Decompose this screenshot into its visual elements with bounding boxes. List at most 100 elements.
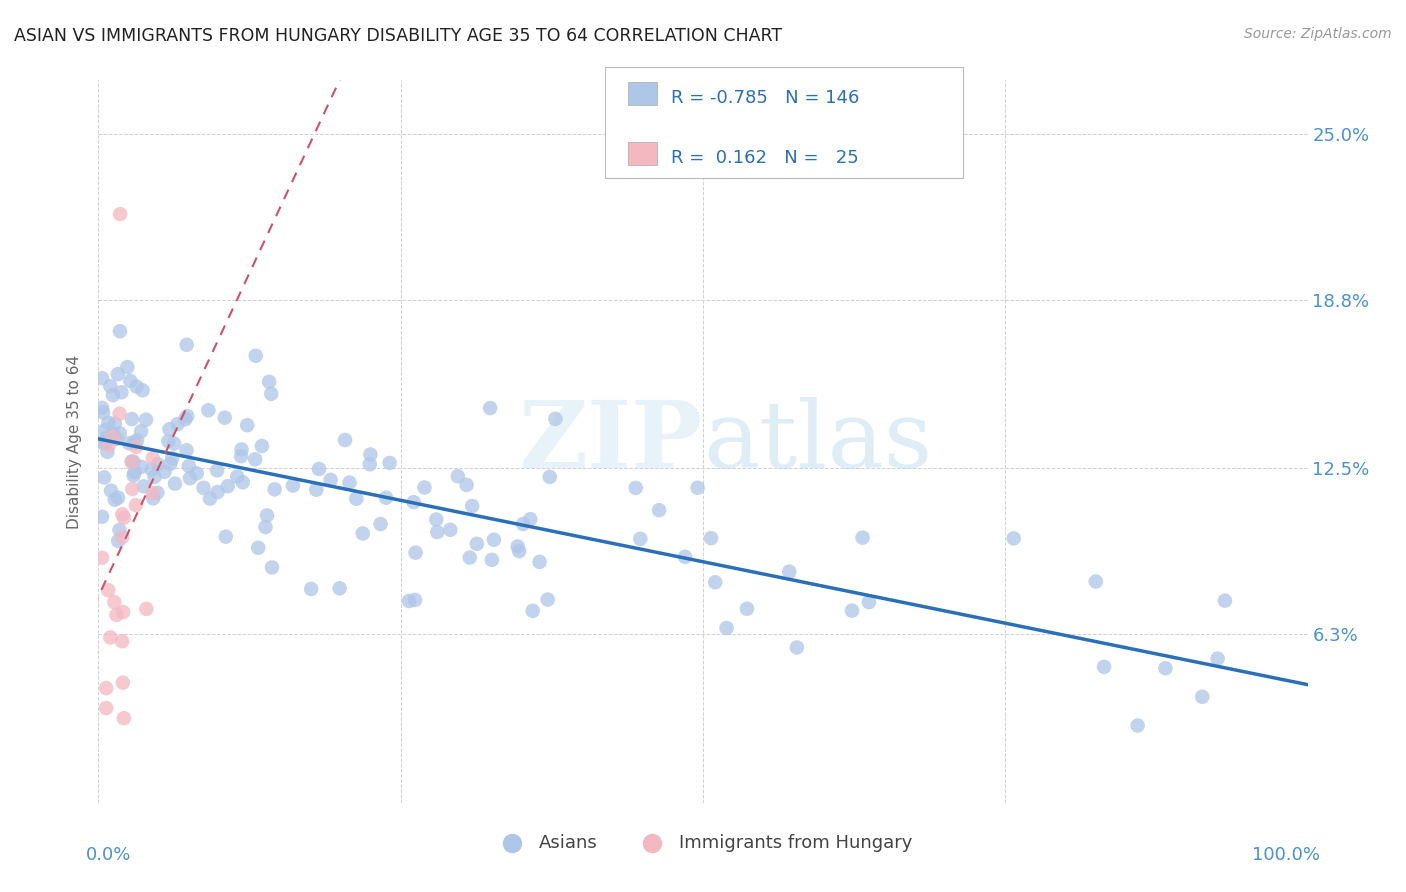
Point xyxy=(522,604,544,618)
Point xyxy=(305,483,328,497)
Point xyxy=(231,442,253,457)
Y-axis label: Disability Age 35 to 64: Disability Age 35 to 64 xyxy=(67,354,83,529)
Point xyxy=(482,533,505,547)
Point xyxy=(131,384,153,398)
Point xyxy=(257,375,280,389)
Point xyxy=(101,430,124,444)
Point xyxy=(215,530,238,544)
Text: atlas: atlas xyxy=(703,397,932,486)
Point xyxy=(359,448,381,462)
Point xyxy=(852,531,875,545)
Point xyxy=(1191,690,1213,704)
Point xyxy=(98,379,121,393)
Point xyxy=(378,456,401,470)
Point xyxy=(456,478,478,492)
Point xyxy=(117,360,139,375)
Point xyxy=(841,604,863,618)
Point xyxy=(481,553,503,567)
Point xyxy=(94,431,117,445)
Point xyxy=(1206,651,1229,665)
Point xyxy=(108,207,131,221)
Point xyxy=(214,410,236,425)
Point xyxy=(108,523,131,537)
Point xyxy=(260,387,283,401)
Point xyxy=(426,524,449,539)
Point xyxy=(142,491,165,506)
Point xyxy=(256,508,278,523)
Point xyxy=(544,412,567,426)
Point xyxy=(339,475,361,490)
Point xyxy=(111,530,134,544)
Point xyxy=(125,379,148,393)
Point xyxy=(700,531,723,545)
Point xyxy=(628,532,651,546)
Point xyxy=(506,540,529,554)
Point xyxy=(125,440,148,454)
Point xyxy=(519,512,541,526)
Point xyxy=(333,433,356,447)
Point xyxy=(370,517,392,532)
Point xyxy=(93,470,115,484)
Point xyxy=(176,338,198,352)
Point xyxy=(461,499,484,513)
Point xyxy=(329,582,352,596)
Point xyxy=(90,550,112,565)
Point xyxy=(131,459,153,474)
Point xyxy=(104,492,127,507)
Point xyxy=(193,481,215,495)
Point xyxy=(529,555,551,569)
Point xyxy=(512,516,534,531)
Point xyxy=(197,403,219,417)
Point xyxy=(624,481,647,495)
Point xyxy=(704,575,727,590)
Point xyxy=(108,426,131,441)
Point xyxy=(250,439,273,453)
Point xyxy=(716,621,738,635)
Point xyxy=(112,711,135,725)
Point xyxy=(465,537,488,551)
Point xyxy=(97,416,120,430)
Point xyxy=(458,550,481,565)
Point xyxy=(111,605,134,619)
Point xyxy=(101,426,124,441)
Point xyxy=(105,607,128,622)
Point xyxy=(96,701,118,715)
Point xyxy=(778,565,800,579)
Point xyxy=(112,510,135,524)
Point xyxy=(508,544,530,558)
Point xyxy=(105,432,128,446)
Point xyxy=(538,470,561,484)
Point xyxy=(101,388,124,402)
Point xyxy=(135,602,157,616)
Point xyxy=(160,451,183,466)
Point xyxy=(120,374,142,388)
Point xyxy=(247,541,270,555)
Point xyxy=(1084,574,1107,589)
Point xyxy=(447,469,470,483)
Point xyxy=(402,495,425,509)
Text: 100.0%: 100.0% xyxy=(1251,847,1320,864)
Point xyxy=(142,451,165,466)
Point xyxy=(166,417,188,431)
Text: ASIAN VS IMMIGRANTS FROM HUNGARY DISABILITY AGE 35 TO 64 CORRELATION CHART: ASIAN VS IMMIGRANTS FROM HUNGARY DISABIL… xyxy=(14,27,782,45)
Point xyxy=(299,582,322,596)
Point xyxy=(91,371,114,385)
Point xyxy=(157,434,180,449)
Point xyxy=(174,412,197,426)
Point xyxy=(537,592,560,607)
Point xyxy=(236,418,259,433)
Point xyxy=(122,455,145,469)
Point xyxy=(398,594,420,608)
Point xyxy=(404,593,426,607)
Point xyxy=(125,498,148,512)
Point xyxy=(375,491,398,505)
Point xyxy=(648,503,671,517)
Point xyxy=(1002,532,1025,546)
Point xyxy=(786,640,808,655)
Text: 0.0%: 0.0% xyxy=(86,847,132,864)
Point xyxy=(245,349,267,363)
Point xyxy=(122,468,145,483)
Point xyxy=(135,413,157,427)
Point xyxy=(1213,593,1236,607)
Point xyxy=(143,470,166,484)
